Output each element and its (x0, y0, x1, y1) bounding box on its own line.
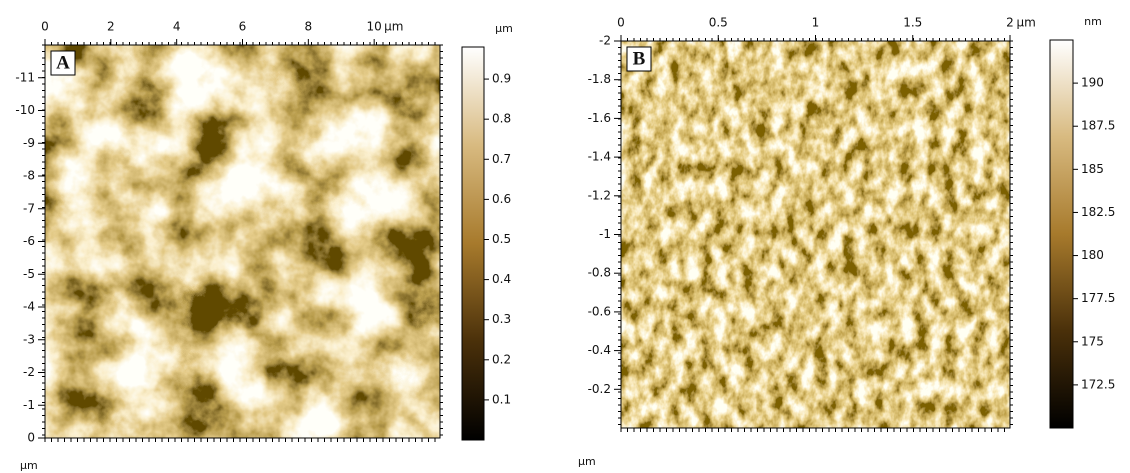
colorbar-tick-label: 187.5 (1081, 119, 1115, 133)
y-tick-label: -1.6 (588, 111, 611, 125)
y-tick-label: -3 (23, 332, 35, 346)
panel-label: A (56, 52, 70, 73)
colorbar-tick-label: 190 (1081, 76, 1104, 90)
y-tick-label: -1 (23, 398, 35, 412)
colorbar-tick-label: 0.5 (492, 232, 511, 246)
colorbar-tick-label: 177.5 (1081, 291, 1115, 305)
x-unit: µm (1017, 16, 1036, 30)
afm-image (45, 45, 440, 438)
colorbar-tick-label: 0.3 (492, 312, 511, 326)
x-tick-label: 0 (41, 20, 49, 34)
y-tick-label: -7 (23, 201, 35, 215)
y-tick-label: -1.8 (588, 72, 611, 86)
colorbar-tick-label: 0.9 (492, 72, 511, 86)
colorbar-tick-label: 0.1 (492, 392, 511, 406)
colorbar-unit: nm (1084, 15, 1102, 28)
x-tick-label: 4 (173, 20, 181, 34)
afm-image (621, 41, 1010, 428)
y-tick-label: -1 (599, 227, 611, 241)
figure: A0246810µm0-1-2-3-4-5-6-7-8-9-10-11µmµm0… (0, 0, 1130, 473)
colorbar-tick-label: 0.4 (492, 272, 511, 286)
x-tick-label: 8 (305, 20, 313, 34)
x-tick-label: 1.5 (903, 16, 922, 30)
x-tick-label: 0.5 (709, 16, 728, 30)
y-tick-label: -1.4 (588, 150, 611, 164)
colorbar-tick-label: 0.7 (492, 152, 511, 166)
y-tick-label: -10 (15, 103, 35, 117)
colorbar-tick-label: 0.2 (492, 352, 511, 366)
y-tick-label: -0.6 (588, 304, 611, 318)
y-tick-label: -9 (23, 136, 35, 150)
x-tick-label: 1 (812, 16, 820, 30)
y-tick-label: -6 (23, 234, 35, 248)
x-tick-label: 2 (107, 20, 115, 34)
panel-label: B (633, 48, 646, 69)
x-tick-label: 10 (367, 20, 382, 34)
colorbar-unit: µm (495, 22, 513, 35)
y-tick-label: -5 (23, 267, 35, 281)
x-tick-label: 2 (1006, 16, 1014, 30)
colorbar-tick-label: 180 (1081, 248, 1104, 262)
y-unit: µm (578, 455, 596, 468)
y-tick-label: -2 (23, 365, 35, 379)
y-tick-label: -0.8 (588, 266, 611, 280)
x-tick-label: 0 (617, 16, 625, 30)
y-tick-label: -0.2 (588, 382, 611, 396)
colorbar-tick-label: 0.6 (492, 192, 511, 206)
y-tick-label: -0.4 (588, 343, 611, 357)
colorbar-tick-label: 182.5 (1081, 205, 1115, 219)
x-tick-label: 6 (239, 20, 247, 34)
colorbar (1050, 40, 1073, 428)
y-unit: µm (20, 459, 38, 472)
x-unit: µm (384, 20, 403, 34)
colorbar-tick-label: 185 (1081, 162, 1104, 176)
y-tick-label: 0 (27, 431, 35, 445)
y-tick-label: -2 (599, 34, 611, 48)
y-tick-label: -4 (23, 300, 35, 314)
y-tick-label: -8 (23, 169, 35, 183)
colorbar-tick-label: 175 (1081, 334, 1104, 348)
colorbar-tick-label: 0.8 (492, 112, 511, 126)
colorbar (462, 47, 484, 440)
y-tick-label: -1.2 (588, 188, 611, 202)
y-tick-label: -11 (15, 70, 35, 84)
colorbar-tick-label: 172.5 (1081, 377, 1115, 391)
